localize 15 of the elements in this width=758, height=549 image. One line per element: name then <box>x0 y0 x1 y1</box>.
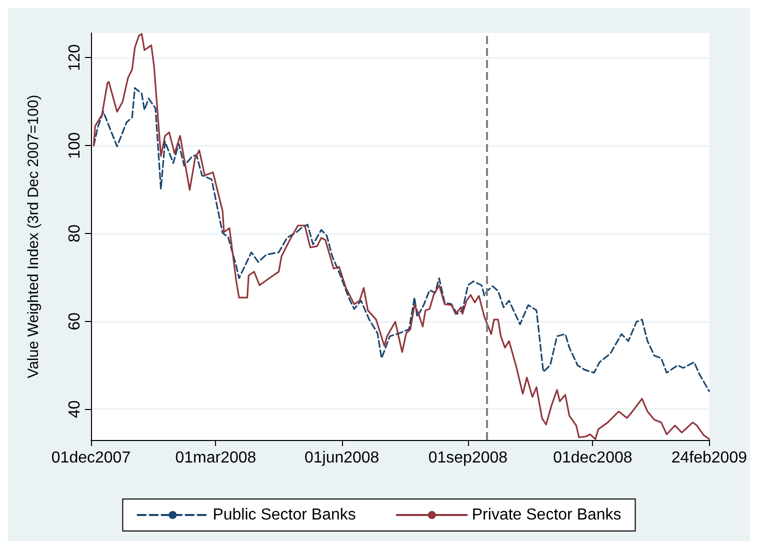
x-tick-label: 01sep2008 <box>428 450 508 466</box>
y-axis-title: Value Weighted Index (3rd Dec 2007=100) <box>25 94 42 378</box>
x-tick-label: 01dec2008 <box>553 450 632 466</box>
y-tick-label: 80 <box>66 224 84 242</box>
y-tick-label: 120 <box>66 44 84 71</box>
x-tick-label: 01dec2007 <box>51 450 131 466</box>
x-tick-label: 24feb2009 <box>671 450 748 466</box>
line-series <box>92 87 710 392</box>
legend-label: Private Sector Banks <box>472 506 622 524</box>
legend-label: Public Sector Banks <box>212 506 356 524</box>
y-tick-label: 60 <box>66 312 84 330</box>
y-tick-label: 40 <box>66 400 84 418</box>
x-tick-label: 01mar2008 <box>175 450 256 466</box>
x-tick-label: 01jun2008 <box>304 450 380 466</box>
y-tick-label: 100 <box>66 132 84 159</box>
